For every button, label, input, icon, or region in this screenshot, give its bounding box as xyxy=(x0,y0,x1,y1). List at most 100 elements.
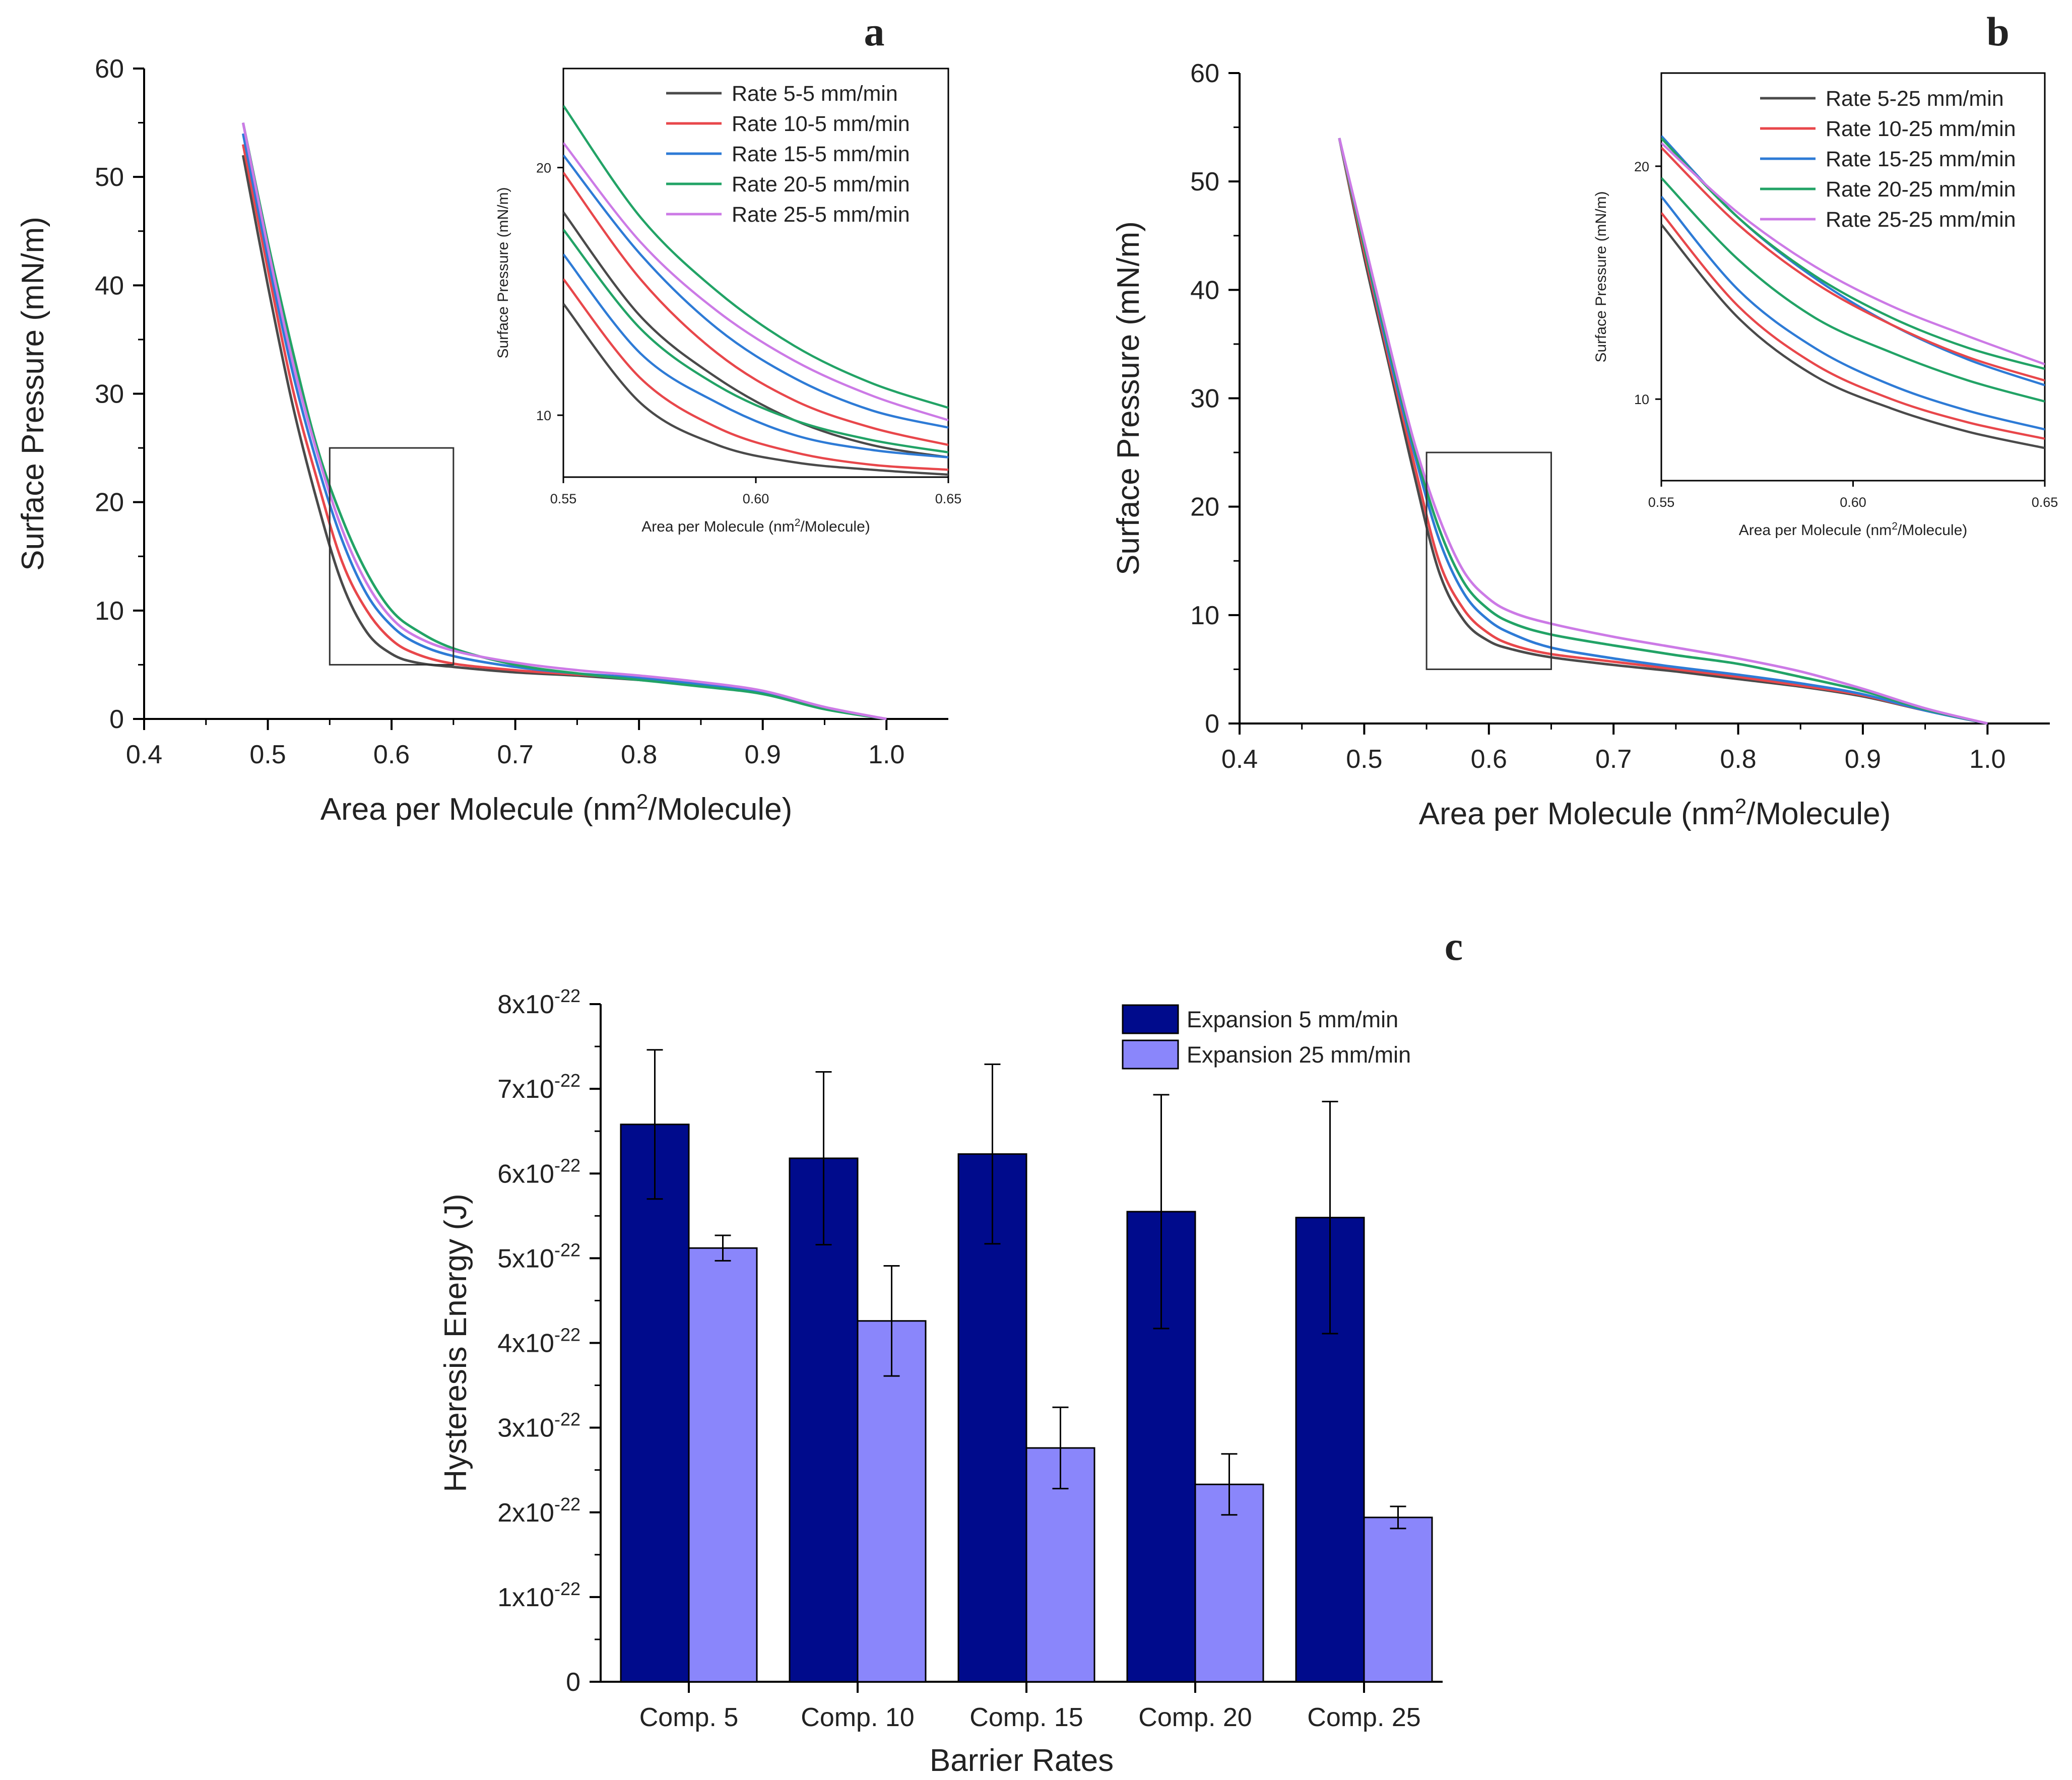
x-tick-label: 0.6 xyxy=(373,740,410,769)
panel-c: 01x10-222x10-223x10-224x10-225x10-226x10… xyxy=(438,923,1463,1778)
x-tick-label: Comp. 10 xyxy=(801,1703,914,1732)
legend: Rate 5-5 mm/min Rate 10-5 mm/min Rate 15-5… xyxy=(666,82,910,227)
y-tick-label: 6x10-22 xyxy=(497,1155,580,1189)
y-tick-label: 60 xyxy=(95,54,124,84)
x-axis-title: Area per Molecule (nm2/Molecule) xyxy=(1419,794,1891,831)
legend-label: Rate 15-25 mm/min xyxy=(1826,147,2016,171)
y-tick-label: 30 xyxy=(1190,384,1219,414)
y-tick-exponent: -22 xyxy=(554,1578,580,1599)
x-tick-label: 1.0 xyxy=(868,740,904,769)
inset: 0.55 0.60 0.65 10 20 Area per Molecule (nm2/M… xyxy=(1593,72,2058,539)
legend-label: Rate 5-5 mm/min xyxy=(732,82,898,106)
legend: Expansion 5 mm/min Expansion 25 mm/min xyxy=(1122,1004,1411,1070)
inset-series-line-5 xyxy=(563,253,948,458)
y-tick-mantissa: 8x10 xyxy=(497,990,554,1019)
y-tick-label: 5x10-22 xyxy=(497,1239,580,1273)
y-tick-label: 30 xyxy=(95,380,124,409)
y-tick-mantissa: 5x10 xyxy=(497,1244,554,1273)
zoom-box xyxy=(1426,451,1552,670)
x-tick-label: 0.5 xyxy=(249,740,286,769)
y-tick-label: 3x10-22 xyxy=(497,1409,580,1443)
x-axis-title-sup: 2 xyxy=(636,789,648,813)
x-tick-label: 1.0 xyxy=(1969,745,2005,774)
x-axis-title: Barrier Rates xyxy=(930,1743,1114,1778)
panel-letter: c xyxy=(1445,923,1463,969)
x-tick-label: Comp. 5 xyxy=(639,1703,739,1732)
x-tick-label: 0.8 xyxy=(1720,745,1756,774)
inset-x-tick-label: 0.55 xyxy=(1648,495,1675,510)
inset-series-line-6 xyxy=(1661,147,2045,382)
y-tick-mantissa: 2x10 xyxy=(497,1498,554,1528)
panel-letter: b xyxy=(1986,9,2010,54)
series-line-4 xyxy=(241,122,887,720)
y-tick-mantissa: 3x10 xyxy=(497,1414,554,1443)
x-tick-label: Comp. 25 xyxy=(1307,1703,1420,1732)
x-axis-title-base: Area per Molecule (nm xyxy=(320,792,636,827)
y-tick-exponent: -22 xyxy=(554,1155,580,1175)
inset-plot-area xyxy=(563,105,948,476)
y-tick-label: 4x10-22 xyxy=(497,1325,580,1358)
inset-y-tick-label: 10 xyxy=(536,408,551,423)
y-tick-mantissa: 0 xyxy=(566,1668,580,1697)
bar-2 xyxy=(1194,1483,1264,1683)
x-tick-label: 0.9 xyxy=(745,740,781,769)
inset-x-axis-title: Area per Molecule (nm2/Molecule) xyxy=(641,517,870,535)
x-tick-label: 0.5 xyxy=(1346,745,1382,774)
series-line-4 xyxy=(1338,138,1988,725)
y-tick-label: 2x10-22 xyxy=(497,1494,580,1528)
y-tick-exponent: -22 xyxy=(554,1239,580,1260)
y-tick-exponent: -22 xyxy=(554,1070,580,1091)
y-tick-label: 0 xyxy=(566,1668,580,1697)
y-tick-label: 40 xyxy=(95,271,124,300)
x-tick-label: 0.6 xyxy=(1471,745,1507,774)
legend-label: Rate 20-25 mm/min xyxy=(1826,177,2016,202)
y-tick-exponent: -22 xyxy=(554,1325,580,1345)
inset-series-line-8 xyxy=(1661,142,2045,366)
bar-1 xyxy=(789,1157,859,1683)
y-tick-label: 50 xyxy=(95,163,124,192)
y-tick-label: 0 xyxy=(109,705,124,734)
inset-series-line-4 xyxy=(563,172,948,446)
inset-series-line-2 xyxy=(563,211,948,458)
series-line-2 xyxy=(1338,138,1988,725)
y-tick-label: 20 xyxy=(95,488,124,517)
x-tick-label: 0.7 xyxy=(1595,745,1632,774)
x-tick-label: 0.7 xyxy=(497,740,533,769)
inset-x-axis-title-base: Area per Molecule (nm xyxy=(641,518,794,535)
y-tick-label: 1x10-22 xyxy=(497,1578,580,1612)
inset-x-tick-label: 0.60 xyxy=(1840,495,1866,510)
series-line-3 xyxy=(241,133,887,720)
x-tick-label: Comp. 15 xyxy=(969,1703,1083,1732)
legend-label: Rate 20-5 mm/min xyxy=(732,172,910,196)
y-tick-mantissa: 4x10 xyxy=(497,1329,554,1358)
legend-label: Rate 10-25 mm/min xyxy=(1826,117,2016,141)
y-tick-label: 0 xyxy=(1205,709,1219,739)
x-axis-title-rest: /Molecule) xyxy=(1746,797,1891,831)
legend-swatch xyxy=(1122,1039,1179,1070)
inset-frame xyxy=(562,68,949,478)
x-axis-title-rest: /Molecule) xyxy=(648,792,792,827)
inset-series-line-2 xyxy=(1661,212,2045,440)
y-axis-title: Hysteresis Energy (J) xyxy=(438,1194,473,1492)
x-tick-label: 0.8 xyxy=(621,740,657,769)
y-tick-exponent: -22 xyxy=(554,1494,580,1514)
series-line-5 xyxy=(1338,138,1988,725)
zoom-box xyxy=(329,447,455,666)
inset-series-line-1 xyxy=(1661,224,2045,449)
y-tick-label: 7x10-22 xyxy=(497,1070,580,1104)
inset-x-axis-title-sup: 2 xyxy=(795,517,801,529)
bar-1 xyxy=(620,1124,690,1683)
y-tick-label: 10 xyxy=(95,597,124,626)
y-tick-label: 40 xyxy=(1190,276,1219,305)
series-line-5 xyxy=(241,122,887,720)
inset-series-line-8 xyxy=(563,105,948,409)
inset-x-axis-title-rest: /Molecule) xyxy=(1898,522,1967,539)
y-axis-title: Surface Pressure (mN/m) xyxy=(1111,221,1146,575)
inset-x-axis-title: Area per Molecule (nm2/Molecule) xyxy=(1739,520,1968,539)
y-tick-exponent: -22 xyxy=(554,985,580,1006)
legend-label: Rate 15-5 mm/min xyxy=(732,142,910,166)
x-axis-title: Area per Molecule (nm2/Molecule) xyxy=(320,789,793,827)
x-tick-label: 0.4 xyxy=(126,740,162,769)
inset-series-line-4 xyxy=(1661,177,2045,403)
